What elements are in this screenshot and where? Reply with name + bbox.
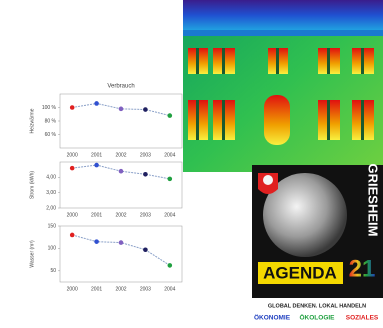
data-point: [94, 163, 99, 168]
collage: GRIESHEIM AGENDA 21 GLOBAL DENKEN. LOKAL…: [0, 0, 383, 328]
data-point: [70, 105, 75, 110]
data-point: [94, 101, 99, 106]
x-tick-label: 2003: [140, 286, 151, 292]
x-tick-label: 2002: [115, 212, 126, 218]
x-tick-label: 2004: [164, 152, 175, 158]
data-point: [168, 177, 173, 182]
logo-number: 21: [349, 255, 376, 282]
x-tick-label: 2003: [140, 212, 151, 218]
logo-pillar: ÖKONOMIE: [254, 313, 291, 322]
y-tick-label: 4,00: [46, 175, 56, 181]
data-point: [168, 263, 173, 268]
y-tick-label: 100 %: [42, 105, 57, 111]
logo-agenda: AGENDA: [263, 263, 337, 282]
logo-slogan: GLOBAL DENKEN. LOKAL HANDELN: [268, 303, 366, 309]
data-point: [143, 247, 148, 252]
logo-pillar: SOZIALES: [346, 315, 379, 322]
y-axis-label: Heizwärme: [29, 108, 35, 133]
plot-area: [60, 226, 182, 282]
y-axis-label: Strom (kWh): [29, 171, 35, 199]
chart-title: Verbrauch: [107, 84, 134, 90]
y-tick-label: 150: [48, 223, 57, 229]
y-axis-label: Wasser (m³): [29, 240, 35, 268]
x-tick-label: 2003: [140, 152, 151, 158]
logo-name: GRIESHEIM: [366, 164, 381, 237]
data-point: [70, 233, 75, 238]
x-tick-label: 2001: [91, 286, 102, 292]
agenda-logo: GRIESHEIM AGENDA 21 GLOBAL DENKEN. LOKAL…: [252, 164, 383, 322]
x-tick-label: 2001: [91, 152, 102, 158]
data-point: [70, 166, 75, 171]
x-tick-label: 2004: [164, 212, 175, 218]
data-point: [168, 113, 173, 118]
logo-pillar: ÖKOLOGIE: [299, 313, 335, 322]
x-tick-label: 2002: [115, 152, 126, 158]
y-tick-label: 100: [48, 246, 57, 252]
page: GRIESHEIM AGENDA 21 GLOBAL DENKEN. LOKAL…: [0, 0, 383, 328]
y-tick-label: 60 %: [45, 132, 57, 138]
x-tick-label: 2000: [67, 152, 78, 158]
x-tick-label: 2002: [115, 286, 126, 292]
data-point: [143, 172, 148, 177]
y-tick-label: 3,00: [46, 190, 56, 196]
data-point: [119, 169, 124, 174]
data-point: [119, 107, 124, 112]
x-tick-label: 2004: [164, 286, 175, 292]
y-tick-label: 50: [50, 268, 56, 274]
data-point: [119, 240, 124, 245]
x-tick-label: 2001: [91, 212, 102, 218]
plot-area: [60, 162, 182, 208]
x-tick-label: 2000: [67, 286, 78, 292]
x-tick-label: 2000: [67, 212, 78, 218]
data-point: [94, 239, 99, 244]
data-point: [143, 107, 148, 112]
y-tick-label: 2,00: [46, 205, 56, 211]
y-tick-label: 80 %: [45, 118, 57, 124]
plot-area: [60, 94, 182, 148]
charts: Verbrauch Heizwärme 60 % 80 % 100 % 2000 2001 2…: [29, 84, 182, 293]
thermal-image: [183, 0, 383, 172]
